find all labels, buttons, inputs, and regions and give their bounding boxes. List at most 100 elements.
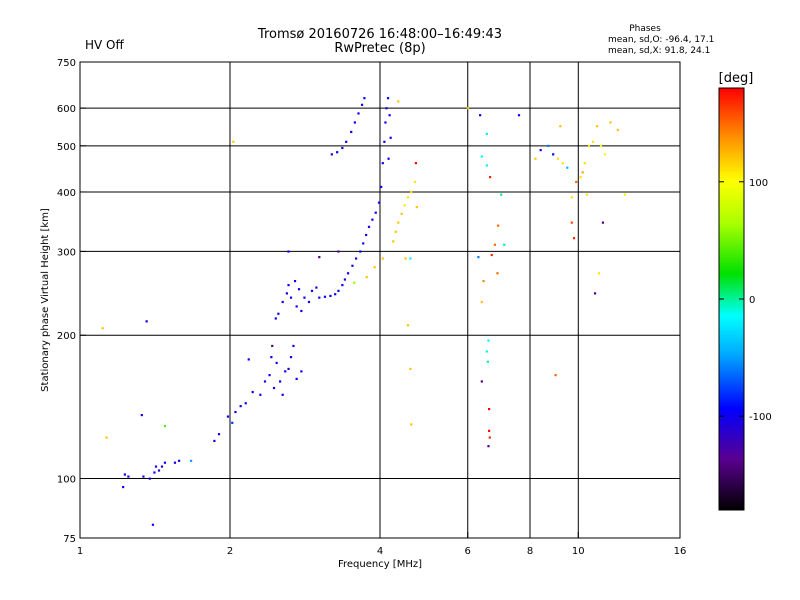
echo-point — [362, 242, 365, 245]
echo-point — [353, 281, 356, 284]
echo-point — [389, 136, 392, 139]
echo-point — [363, 97, 366, 100]
colorbar-unit: [deg] — [719, 71, 754, 86]
echo-point — [310, 289, 314, 292]
echo-point — [359, 250, 362, 253]
echo-point — [365, 233, 368, 237]
echo-point — [623, 193, 627, 196]
echo-point — [388, 114, 391, 117]
echo-point — [295, 305, 298, 308]
echo-point — [279, 380, 282, 383]
echo-point — [374, 211, 377, 214]
echo-point — [277, 312, 280, 315]
y-axis-label: Stationary phase Virtual Height [km] — [40, 208, 51, 392]
echo-point — [587, 144, 591, 148]
echo-point — [341, 146, 344, 150]
echo-point — [485, 132, 488, 135]
echo-point — [385, 107, 388, 110]
echo-point — [539, 148, 542, 152]
y-tick-label: 75 — [63, 534, 76, 545]
echo-point — [189, 459, 193, 462]
echo-point — [357, 112, 360, 115]
echo-point — [482, 280, 485, 283]
y-tick-label: 300 — [57, 247, 76, 258]
echo-point — [387, 157, 390, 160]
colorbar-tick-label: 0 — [749, 295, 755, 306]
echo-point — [552, 153, 555, 156]
echo-point — [479, 114, 482, 117]
echo-point — [127, 475, 130, 478]
echo-point — [534, 157, 537, 160]
echo-point — [122, 485, 125, 489]
echo-point — [367, 225, 371, 228]
echo-point — [500, 193, 503, 196]
echo-point — [583, 162, 586, 165]
echo-point — [337, 250, 340, 253]
echo-point — [503, 243, 506, 246]
echo-point — [409, 257, 412, 260]
echo-point — [281, 300, 284, 304]
echo-point — [318, 256, 321, 259]
echo-point — [345, 140, 348, 143]
echo-point — [232, 140, 235, 143]
echo-point — [466, 107, 469, 110]
echo-point — [105, 436, 108, 439]
colorbar-tick-label: -100 — [749, 412, 772, 423]
echo-point — [599, 144, 603, 148]
echo-point — [163, 424, 167, 428]
echo-point — [289, 356, 293, 359]
y-tick-label: 200 — [57, 331, 76, 342]
phases-o-mode: mean, sd,O: -96.4, 17.1 — [608, 35, 714, 45]
echo-point — [244, 402, 247, 405]
echo-point — [579, 175, 582, 179]
echo-point — [353, 121, 356, 124]
echo-point — [488, 407, 491, 411]
echo-point — [281, 393, 284, 396]
echo-point — [307, 300, 311, 304]
echo-point — [160, 465, 164, 468]
echo-point — [341, 284, 344, 287]
chart-subtitle: RwPretec (8p) — [334, 41, 425, 56]
x-tick-label: 10 — [572, 546, 585, 557]
echo-point — [334, 293, 337, 296]
echo-point — [404, 257, 407, 260]
echo-point — [365, 276, 368, 279]
echo-point — [487, 339, 490, 342]
echo-point — [570, 196, 573, 199]
echo-point — [403, 204, 406, 207]
y-tick-label: 600 — [57, 104, 76, 115]
echo-point — [406, 324, 410, 327]
echo-point — [239, 405, 242, 408]
echo-point — [157, 469, 161, 472]
echo-point — [177, 459, 181, 462]
echo-point — [488, 429, 491, 432]
echo-point — [415, 205, 418, 209]
echo-point — [554, 374, 557, 377]
x-tick-label: 8 — [527, 546, 533, 557]
echo-point — [488, 436, 491, 439]
echo-point — [284, 370, 287, 373]
echo-point — [270, 356, 273, 359]
echo-point — [268, 374, 271, 377]
echo-point — [547, 144, 550, 148]
echo-point — [336, 151, 339, 154]
echo-point — [485, 164, 488, 167]
echo-point — [213, 439, 216, 443]
echo-point — [386, 97, 390, 100]
echo-point — [371, 218, 374, 221]
echo-point — [343, 278, 347, 281]
echo-point — [153, 471, 156, 474]
echo-point — [601, 221, 605, 224]
echo-point — [406, 196, 410, 199]
hv-status-label: HV Off — [85, 38, 124, 52]
echo-point — [251, 390, 254, 394]
echo-point — [570, 221, 573, 224]
echo-point — [293, 280, 297, 283]
echo-point — [295, 377, 298, 381]
echo-point — [480, 380, 483, 383]
echo-point — [287, 250, 290, 253]
echo-point — [272, 386, 276, 390]
echo-point — [477, 256, 480, 259]
echo-point — [360, 103, 364, 106]
x-tick-label: 1 — [77, 546, 83, 557]
